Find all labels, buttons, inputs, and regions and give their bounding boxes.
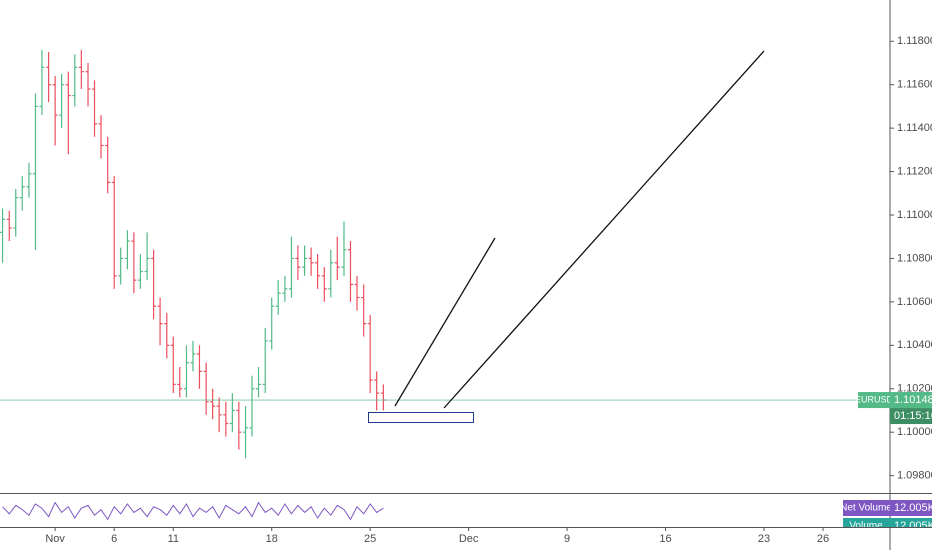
x-tick-label: Dec [459, 533, 479, 545]
y-tick-label: 1.11000 [897, 209, 932, 221]
symbol-label: EURUSD [855, 394, 894, 404]
x-tick-label: 23 [758, 533, 770, 545]
last-price-label: 1.10148 [894, 394, 932, 406]
indicator-value-box [890, 518, 932, 527]
last-price-box [890, 392, 932, 409]
x-tick-label: Nov [45, 533, 65, 545]
y-tick-label: 1.11600 [897, 79, 932, 91]
y-tick-label: 1.10400 [897, 339, 932, 351]
y-tick-label: 1.11800 [897, 35, 932, 47]
axes: 1.09800 1.10000 1.10200 1.10400 1.10600 1.108… [45, 35, 932, 545]
countdown-box [890, 408, 932, 425]
indicator-name: Volume [849, 521, 883, 532]
candles [0, 49, 890, 459]
x-tick-label: 26 [817, 533, 829, 545]
y-tick-label: 1.10000 [897, 426, 932, 438]
net-volume-line [2, 501, 384, 521]
indicator-value: 12.005K [894, 520, 932, 532]
indicator-value: 12.005K [894, 502, 932, 514]
x-tick-label: 6 [111, 533, 117, 545]
rectangle-drawing[interactable] [368, 412, 474, 423]
indicator-name-box [843, 518, 890, 527]
indicator-value-box [890, 500, 932, 516]
x-tick-label: 18 [266, 533, 278, 545]
x-tick-label: 16 [659, 533, 671, 545]
y-tick-label: 1.10200 [897, 383, 932, 395]
y-tick-label: 1.11400 [897, 122, 932, 134]
y-tick-label: 1.10600 [897, 296, 932, 308]
indicator-name: Net Volume [840, 503, 892, 514]
x-tick-label: 11 [168, 533, 179, 545]
y-tick-label: 1.09800 [897, 470, 932, 482]
countdown-label: 01:15:16 [894, 410, 932, 422]
indicator-pane: Net Volume 12.005K Volume 12.005K [2, 500, 932, 532]
y-tick-label: 1.10800 [897, 252, 932, 264]
trend-line[interactable] [394, 237, 496, 407]
trend-line[interactable] [443, 50, 765, 409]
indicator-name-box [843, 500, 890, 516]
symbol-label-box [858, 392, 890, 409]
x-tick-label: 9 [564, 533, 570, 545]
y-tick-label: 1.11200 [897, 165, 932, 177]
x-tick-label: 25 [364, 533, 376, 545]
